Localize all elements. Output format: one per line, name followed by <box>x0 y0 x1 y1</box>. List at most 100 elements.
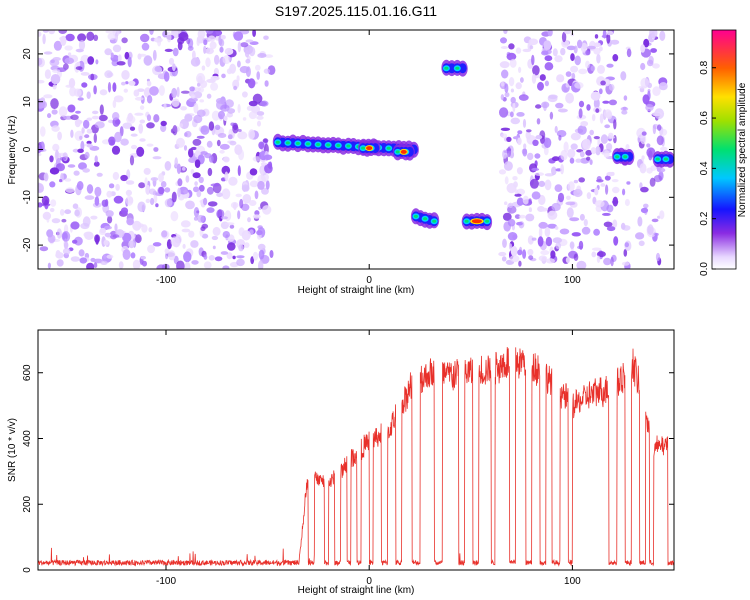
noise-speck <box>72 148 80 153</box>
noise-speck <box>81 127 85 134</box>
noise-speck <box>190 94 196 99</box>
noise-speck <box>205 47 214 55</box>
noise-speck <box>503 161 513 171</box>
noise-speck <box>209 41 217 50</box>
noise-speck <box>184 114 193 122</box>
noise-speck <box>227 242 236 251</box>
noise-speck <box>597 64 605 74</box>
noise-speck <box>103 254 107 259</box>
noise-speck <box>226 108 236 114</box>
spectrogram-x-tick-label: 100 <box>564 275 581 286</box>
noise-speck <box>557 192 565 203</box>
noise-speck <box>559 228 570 235</box>
noise-speck <box>140 33 150 43</box>
noise-speck <box>104 232 112 238</box>
colorbar-ticks: 0.0 0.2 0.4 0.6 0.8 <box>699 60 716 276</box>
noise-speck <box>612 54 619 62</box>
noise-speck <box>245 66 251 78</box>
noise-speck <box>547 210 558 220</box>
noise-speck <box>117 54 122 63</box>
noise-speck <box>107 215 113 224</box>
noise-speck <box>509 255 520 263</box>
noise-speck <box>182 243 186 249</box>
noise-speck <box>41 195 50 206</box>
noise-speck <box>638 240 645 247</box>
noise-speck <box>120 207 129 215</box>
noise-speck <box>193 102 199 114</box>
noise-speck <box>193 186 200 193</box>
noise-speck <box>570 65 579 73</box>
noise-speck <box>138 123 144 134</box>
noise-speck <box>249 168 258 176</box>
snr-y-axis-label: SNR (10 * v/v) <box>7 418 18 482</box>
noise-speck <box>112 99 117 109</box>
noise-speck <box>203 45 207 54</box>
noise-speck <box>146 95 153 104</box>
noise-speck <box>80 222 90 230</box>
noise-speck <box>606 171 614 177</box>
noise-speck <box>122 249 131 260</box>
noise-speck <box>650 165 657 172</box>
noise-speck <box>205 57 211 68</box>
noise-speck <box>513 181 518 188</box>
noise-speck <box>207 167 213 177</box>
noise-speck <box>624 198 630 207</box>
noise-speck <box>55 149 59 160</box>
noise-speck <box>105 30 116 34</box>
noise-speck <box>259 100 269 107</box>
noise-speck <box>150 197 155 206</box>
noise-speck <box>649 177 656 187</box>
noise-speck <box>244 49 250 58</box>
noise-speck <box>508 202 513 208</box>
noise-speck <box>126 115 136 124</box>
noise-speck <box>578 177 585 183</box>
noise-speck <box>67 52 72 57</box>
noise-speck <box>147 244 156 254</box>
noise-speck <box>221 165 231 175</box>
noise-speck <box>114 131 122 143</box>
noise-speck <box>613 236 619 246</box>
noise-speck <box>522 148 528 157</box>
noise-speck <box>58 106 68 117</box>
noise-speck <box>133 89 140 97</box>
noise-speck <box>64 57 75 65</box>
noise-speck <box>41 101 47 109</box>
noise-speck <box>158 85 165 96</box>
noise-speck <box>172 125 178 136</box>
noise-speck <box>83 231 93 238</box>
noise-speck <box>221 73 226 79</box>
noise-speck <box>86 144 93 148</box>
noise-speck <box>600 183 606 187</box>
noise-speck <box>65 33 75 42</box>
noise-speck <box>51 109 58 115</box>
noise-speck <box>70 129 74 138</box>
noise-speck <box>612 219 618 228</box>
noise-speck <box>502 212 512 221</box>
noise-speck <box>554 184 563 193</box>
noise-speck <box>516 221 523 226</box>
noise-speck <box>129 126 136 131</box>
noise-speck <box>129 155 135 166</box>
noise-speck <box>103 225 112 230</box>
noise-speck <box>509 243 512 250</box>
noise-speck <box>218 110 225 120</box>
spectral-feature <box>441 59 468 77</box>
noise-speck <box>143 167 151 175</box>
noise-speck <box>602 100 610 104</box>
noise-speck <box>238 244 244 252</box>
noise-speck <box>84 151 90 159</box>
noise-speck <box>38 143 43 154</box>
noise-speck <box>178 31 189 42</box>
noise-speck <box>64 209 72 215</box>
noise-speck <box>512 101 516 113</box>
noise-speck <box>603 221 613 228</box>
noise-speck <box>547 223 557 229</box>
noise-speck <box>219 149 225 154</box>
noise-speck <box>91 115 100 120</box>
noise-speck <box>252 214 261 219</box>
noise-speck <box>67 104 76 113</box>
colorbar: 0.0 0.2 0.4 0.6 0.8 Normalized spectral ampl… <box>699 29 748 276</box>
noise-speck <box>80 72 90 76</box>
noise-speck <box>171 191 177 203</box>
